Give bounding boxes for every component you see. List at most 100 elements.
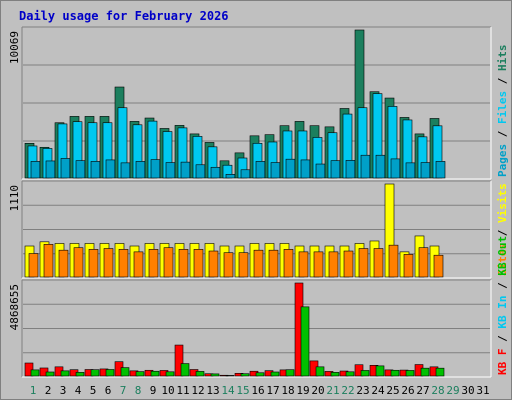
legend-item-kb-f: KB F — [496, 349, 509, 376]
bar-pages-day-11 — [180, 161, 191, 179]
legend-hits-files-pages: Pages / Files / Hits — [496, 45, 509, 178]
graph-title: Daily usage for February 2026 — [19, 9, 229, 23]
day-label-6: 6 — [105, 384, 112, 397]
bar-pages-day-15 — [240, 169, 251, 179]
bar-pages-day-19 — [300, 159, 311, 179]
bar-kb-f-day-1 — [24, 362, 34, 377]
bar-pages-day-24 — [375, 154, 386, 179]
legend-visits-sites: Sites / Visits — [496, 183, 509, 276]
bar-sites-day-23 — [358, 248, 369, 278]
bar-sites-day-17 — [268, 249, 279, 278]
bar-kb-out-day-9 — [150, 370, 160, 377]
bar-kb-out-day-7 — [120, 367, 130, 377]
bar-kb-out-day-26 — [405, 370, 415, 377]
day-label-19: 19 — [296, 384, 309, 397]
day-label-13: 13 — [206, 384, 219, 397]
legend-item-sites: Sites — [496, 243, 509, 276]
bar-sites-day-8 — [133, 251, 144, 278]
legend-item-pages: Pages — [496, 144, 509, 177]
bar-kb-out-day-22 — [345, 371, 355, 377]
day-label-29: 29 — [446, 384, 459, 397]
bar-pages-day-12 — [195, 164, 206, 179]
bar-pages-day-18 — [285, 158, 296, 179]
bar-sites-day-26 — [403, 254, 414, 278]
day-label-2: 2 — [45, 384, 52, 397]
bar-sites-day-13 — [208, 250, 219, 278]
bar-sites-day-15 — [238, 252, 249, 278]
bar-sites-day-11 — [178, 249, 189, 278]
bar-sites-day-10 — [163, 247, 174, 278]
bar-kb-out-day-15 — [240, 373, 250, 377]
bar-sites-day-12 — [193, 249, 204, 278]
bar-pages-day-25 — [390, 158, 401, 179]
bar-kb-out-day-8 — [135, 371, 145, 377]
legend-separator: / — [496, 124, 509, 144]
bar-pages-day-8 — [135, 161, 146, 179]
bar-sites-day-25 — [388, 244, 399, 278]
bar-kb-out-day-16 — [255, 372, 265, 377]
legend-separator: / — [496, 223, 509, 243]
day-label-11: 11 — [176, 384, 189, 397]
bar-sites-day-5 — [88, 249, 99, 278]
bar-kb-out-day-6 — [105, 369, 115, 377]
day-label-17: 17 — [266, 384, 279, 397]
bar-pages-day-20 — [315, 163, 326, 179]
bar-pages-day-16 — [255, 161, 266, 179]
day-label-21: 21 — [326, 384, 339, 397]
bar-sites-day-21 — [328, 251, 339, 278]
bar-pages-day-23 — [360, 154, 371, 179]
bar-sites-day-6 — [103, 248, 114, 278]
bar-pages-day-3 — [60, 158, 71, 179]
bar-pages-day-5 — [90, 161, 101, 179]
day-label-1: 1 — [30, 384, 37, 397]
day-label-16: 16 — [251, 384, 264, 397]
bar-kb-out-day-2 — [45, 371, 55, 377]
day-label-15: 15 — [236, 384, 249, 397]
bar-kb-out-day-28 — [435, 367, 445, 377]
day-label-28: 28 — [431, 384, 444, 397]
bar-sites-day-3 — [58, 249, 69, 278]
legend-item-hits: Hits — [496, 45, 509, 72]
bar-pages-day-14 — [225, 174, 236, 179]
legend-item-visits: Visits — [496, 183, 509, 223]
day-label-24: 24 — [371, 384, 385, 397]
bar-kb-out-day-1 — [30, 369, 40, 377]
ymax-label-visits-sites: 1110 — [8, 185, 21, 212]
bar-kb-out-day-25 — [390, 369, 400, 377]
day-label-23: 23 — [356, 384, 369, 397]
bar-sites-day-7 — [118, 249, 129, 278]
day-label-5: 5 — [90, 384, 97, 397]
day-label-4: 4 — [75, 384, 82, 397]
legend-kbytes: KB F / KB In / KB Out — [496, 236, 509, 375]
bar-kb-f-day-11 — [174, 344, 184, 377]
bar-pages-day-9 — [150, 159, 161, 179]
bar-kb-out-day-5 — [90, 369, 100, 377]
bar-kb-out-day-17 — [270, 371, 280, 377]
bar-pages-day-2 — [45, 160, 56, 179]
bar-pages-day-27 — [420, 162, 431, 179]
ymax-label-hits-files-pages: 10069 — [8, 31, 21, 64]
bar-sites-day-4 — [73, 247, 84, 278]
bar-kb-out-day-24 — [375, 365, 385, 377]
bar-kb-out-day-11 — [180, 363, 190, 377]
bar-sites-day-16 — [253, 249, 264, 278]
day-label-25: 25 — [386, 384, 399, 397]
bar-pages-day-7 — [120, 162, 131, 179]
bar-pages-day-13 — [210, 166, 221, 179]
day-label-27: 27 — [416, 384, 429, 397]
legend-separator: / — [496, 329, 509, 349]
bar-sites-day-24 — [373, 248, 384, 278]
day-label-3: 3 — [60, 384, 67, 397]
bar-pages-day-26 — [405, 162, 416, 179]
day-label-20: 20 — [311, 384, 324, 397]
bar-sites-day-19 — [298, 251, 309, 278]
day-label-22: 22 — [341, 384, 354, 397]
bar-pages-day-22 — [345, 160, 356, 179]
bar-sites-day-20 — [313, 251, 324, 278]
bar-sites-day-1 — [28, 253, 39, 278]
bar-kb-out-day-10 — [165, 371, 175, 377]
bar-sites-day-27 — [418, 247, 429, 278]
bar-kb-out-day-4 — [75, 372, 85, 377]
day-label-8: 8 — [135, 384, 142, 397]
